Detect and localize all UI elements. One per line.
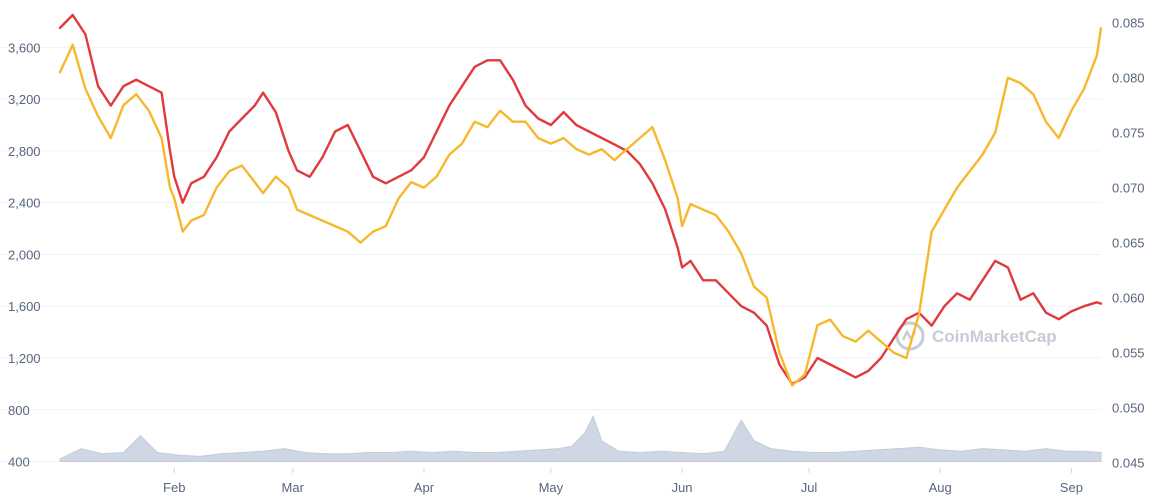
volume-area-layer: [59, 414, 1102, 463]
x-axis-tick-label: Jun: [672, 480, 693, 495]
right-axis-tick-label: 0.060: [1112, 291, 1145, 306]
right-axis-tick-label: 0.080: [1112, 71, 1145, 86]
right-axis-tick-label: 0.075: [1112, 126, 1145, 141]
right-axis-tick-label: 0.055: [1112, 346, 1145, 361]
x-axis-tick-label: Feb: [163, 480, 185, 495]
x-axis-tick-label: Sep: [1060, 480, 1083, 495]
left-axis-tick-label: 1,200: [8, 351, 41, 366]
right-axis-tick-label: 0.065: [1112, 236, 1145, 251]
watermark-text: CoinMarketCap: [932, 327, 1057, 346]
x-axis-tick-label: Mar: [282, 480, 305, 495]
right-axis-tick-label: 0.050: [1112, 401, 1145, 416]
x-axis-tick-label: Jul: [801, 480, 818, 495]
x-axis-tick-label: May: [539, 480, 564, 495]
left-axis-tick-label: 800: [8, 403, 30, 418]
right-axis-tick-label: 0.085: [1112, 16, 1145, 31]
left-axis-tick-label: 1,600: [8, 299, 41, 314]
right-axis-tick-label: 0.070: [1112, 181, 1145, 196]
right-axis-tick-label: 0.045: [1112, 456, 1145, 471]
volume-area: [59, 414, 1102, 463]
left-axis-tick-label: 2,800: [8, 144, 41, 159]
x-axis-ticks: Feb Mar Apr May Jun Jul Aug Sep: [163, 468, 1083, 495]
left-axis-tick-label: 2,400: [8, 196, 41, 211]
left-axis-tick-label: 3,200: [8, 92, 41, 107]
coinmarketcap-watermark: CoinMarketCap: [895, 321, 1057, 351]
left-axis-tick-label: 400: [8, 455, 30, 470]
left-axis-tick-label: 3,600: [8, 40, 41, 55]
left-axis-tick-label: 2,000: [8, 247, 41, 262]
right-axis-ticks: 0.045 0.050 0.055 0.060 0.065 0.070 0.075 0.080…: [1112, 16, 1145, 471]
series-layer: [58, 13, 1103, 387]
x-axis-tick-label: Apr: [414, 480, 435, 495]
left-axis-ticks: 400 800 1,200 1,600 2,000 2,400 2,800 3,200 3,60…: [8, 40, 41, 469]
x-axis-tick-label: Aug: [929, 480, 952, 495]
